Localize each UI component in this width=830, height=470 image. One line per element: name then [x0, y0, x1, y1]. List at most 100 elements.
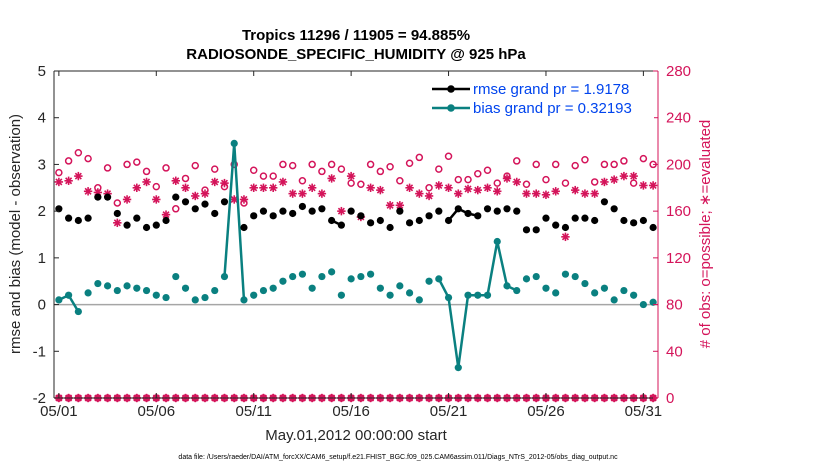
bias-point: [123, 282, 131, 290]
bias-point: [396, 282, 404, 290]
bias-point: [279, 277, 287, 285]
obs-possible-point: [405, 159, 414, 168]
obs-possible-point: [279, 160, 287, 169]
obs-evaluated-point: [54, 177, 64, 187]
chart-title-line2: RADIOSONDE_SPECIFIC_HUMIDITY @ 925 hPa: [186, 46, 526, 63]
obs-possible-point: [84, 154, 92, 163]
obs-evaluated-point: [609, 175, 619, 184]
obs-evaluated-point: [463, 184, 473, 194]
legend-rmse-marker: [447, 85, 455, 93]
obs-evaluated-point: [278, 177, 288, 187]
bias-point: [211, 286, 219, 295]
bias-point: [415, 296, 423, 304]
obs-possible-point: [561, 179, 570, 187]
obs-possible-point: [337, 165, 346, 173]
obs-evaluated-point: [405, 183, 414, 192]
y-tick-label: -2: [33, 390, 46, 407]
x-tick-label: 05/11: [235, 403, 271, 420]
x-axis-label: May.01,2012 00:00:00 start: [265, 427, 447, 444]
bias-point: [74, 307, 82, 316]
rmse-point: [444, 216, 453, 225]
obs-evaluated-point: [249, 183, 258, 192]
y-tick-label: 1: [38, 250, 46, 267]
obs-possible-point: [191, 161, 200, 170]
obs-possible-point: [551, 160, 560, 169]
obs-possible-point: [493, 179, 502, 187]
bias-point: [532, 272, 540, 281]
bias-point: [503, 282, 511, 290]
rmse-point: [162, 216, 170, 225]
obs-evaluated-point: [317, 189, 327, 198]
legend-rmse-label: rmse grand pr = 1.9178: [473, 81, 629, 98]
x-tick-label: 05/01: [40, 403, 78, 420]
rmse-point: [133, 214, 141, 222]
bias-point: [425, 277, 433, 285]
rmse-point: [630, 219, 638, 227]
rmse-point: [600, 198, 609, 206]
obs-possible-point: [415, 153, 424, 162]
bias-point: [561, 270, 570, 278]
obs-possible-point: [123, 160, 131, 169]
y-axis-label: rmse and bias (model - observation): [7, 114, 24, 354]
bias-point: [172, 272, 180, 281]
obs-evaluated-point: [307, 183, 317, 192]
bias-point: [220, 272, 229, 281]
bias-point: [298, 270, 307, 278]
x-tick-label: 05/26: [527, 403, 565, 420]
obs-possible-point: [590, 178, 599, 186]
legend-box: [427, 76, 654, 120]
rmse-point: [259, 207, 268, 215]
y-axis-right-label: # of obs: o=possible; ∗=evaluated: [697, 120, 714, 349]
obs-evaluated-point: [74, 171, 83, 181]
bias-point: [639, 300, 647, 309]
obs-evaluated-point: [210, 177, 219, 187]
y-right-tick-label: 240: [666, 110, 691, 127]
rmse-point: [405, 219, 414, 227]
obs-evaluated-point: [551, 187, 560, 196]
bias-point: [581, 279, 589, 288]
rmse-point: [474, 212, 482, 220]
obs-evaluated-point: [541, 190, 551, 199]
y-right-tick-label: 40: [666, 343, 683, 360]
bias-point: [181, 284, 190, 292]
bias-point: [386, 291, 394, 299]
obs-evaluated-point: [366, 183, 375, 192]
obs-evaluated-point: [424, 191, 434, 201]
obs-possible-point: [288, 161, 297, 170]
obs-possible-point: [366, 160, 375, 169]
obs-possible-point: [181, 174, 190, 183]
obs-possible-point: [386, 163, 394, 171]
rmse-point: [298, 202, 307, 211]
bias-series: [55, 139, 657, 372]
bias-point: [493, 237, 501, 246]
bias-point: [600, 284, 609, 292]
rmse-point: [376, 216, 384, 225]
obs-possible-point: [142, 167, 151, 176]
bias-point: [367, 270, 375, 278]
rmse-point: [279, 207, 287, 215]
obs-evaluated-point: [152, 195, 161, 204]
obs-possible-point: [474, 170, 482, 178]
rmse-point: [94, 193, 102, 201]
obs-possible-point: [532, 160, 540, 169]
y-right-tick-label: 0: [666, 390, 674, 407]
obs-evaluated-point: [590, 189, 599, 198]
rmse-point: [84, 214, 92, 222]
obs-evaluated-point: [522, 189, 531, 198]
x-tick-label: 05/16: [332, 403, 370, 420]
y-tick-label: 2: [38, 203, 46, 220]
x-tick-label: 05/31: [625, 403, 663, 420]
obs-possible-point: [376, 167, 385, 176]
obs-possible-point: [269, 172, 277, 180]
obs-possible-point: [581, 156, 589, 164]
y-tick-label: -1: [33, 343, 46, 360]
rmse-point: [513, 207, 521, 215]
obs-possible-point: [74, 149, 83, 157]
y-tick-label: 3: [38, 156, 46, 173]
obs-possible-point: [396, 177, 404, 185]
y-right-tick-label: 160: [666, 203, 691, 220]
bias-point: [454, 364, 462, 372]
bias-point: [191, 296, 199, 304]
obs-evaluated-point: [122, 195, 132, 204]
rmse-point: [367, 219, 375, 227]
